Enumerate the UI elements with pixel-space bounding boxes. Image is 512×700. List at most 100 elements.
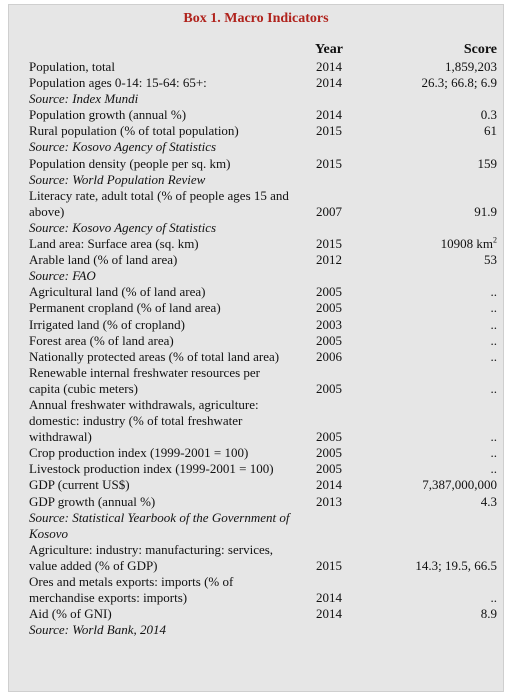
indicator-label: Population growth (annual %) xyxy=(29,107,187,123)
score-text: 4.3 xyxy=(480,493,497,509)
year-value: 2005 xyxy=(316,380,342,396)
score-value: .. xyxy=(491,381,498,397)
score-value: 8.9 xyxy=(481,606,497,622)
year-value: 2005 xyxy=(316,332,342,348)
score-superscript: 2 xyxy=(493,235,497,245)
score-text: 1,859,203 xyxy=(445,59,497,74)
source-citation: Source: Index Mundi xyxy=(29,91,139,107)
year-value: 2014 xyxy=(316,59,342,74)
score-value: .. xyxy=(491,590,498,606)
indicator-row: Population, total 2014 1,859,203 xyxy=(9,59,503,75)
indicator-label: Permanent cropland (% of land area) xyxy=(29,300,221,316)
year-value: 2015 xyxy=(316,557,342,573)
score-value: 26.3; 66.8; 6.9 xyxy=(422,75,497,91)
indicator-label: Population, total xyxy=(29,59,115,74)
source-citation: Source: Statistical Yearbook of the Gove… xyxy=(29,509,290,541)
source-row: Source: Statistical Yearbook of the Gove… xyxy=(9,510,503,542)
score-value: 91.9 xyxy=(474,204,497,220)
indicator-row: Forest area (% of land area) 2005.. xyxy=(9,333,503,349)
year-value: 2007 xyxy=(316,203,342,219)
score-text: .. xyxy=(490,590,498,606)
indicator-label: Population density (people per sq. km) xyxy=(29,155,231,171)
score-text: .. xyxy=(490,461,498,477)
indicator-label: Arable land (% of land area) xyxy=(29,252,178,268)
year-value: 2005 xyxy=(316,284,342,300)
source-citation: Source: World Population Review xyxy=(29,171,206,187)
score-text: 159 xyxy=(477,155,498,171)
indicator-label: Crop production index (1999-2001 = 100) xyxy=(29,445,249,461)
score-value: 4.3 xyxy=(481,494,497,510)
score-column-header: Score xyxy=(463,42,497,57)
year-value: 2005 xyxy=(316,461,342,477)
indicator-label: GDP (current US$) xyxy=(29,477,130,493)
indicator-row: Ores and metals exports: imports (% of m… xyxy=(9,574,503,606)
year-value: 2014 xyxy=(316,75,342,91)
year-value: 2013 xyxy=(316,493,342,509)
score-text: .. xyxy=(490,300,498,316)
indicator-row: Population ages 0-14: 15-64: 65+: 2014 26.… xyxy=(9,75,503,91)
year-value: 2012 xyxy=(316,252,342,268)
indicator-row: Agriculture: industry: manufacturing: se… xyxy=(9,542,503,574)
indicator-label: GDP growth (annual %) xyxy=(29,493,156,509)
score-value: .. xyxy=(491,349,498,365)
indicator-label: Forest area (% of land area) xyxy=(29,332,174,348)
score-text: 8.9 xyxy=(480,606,497,622)
indicator-row: Rural population (% of total population)… xyxy=(9,123,503,139)
indicator-row: Agricultural land (% of land area) 2005.. xyxy=(9,284,503,300)
year-value: 2015 xyxy=(316,123,342,139)
score-text: 61 xyxy=(484,123,497,139)
score-value: 61 xyxy=(484,123,497,139)
year-value: 2006 xyxy=(316,348,342,364)
score-value: .. xyxy=(491,333,498,349)
source-row: Source: Kosovo Agency of Statistics xyxy=(9,139,503,155)
score-value: .. xyxy=(491,429,498,445)
macro-indicators-box: Box 1. Macro Indicators Year Score Popul… xyxy=(8,4,504,692)
year-value: 2005 xyxy=(316,300,342,316)
indicator-label: Renewable internal freshwater resources … xyxy=(29,364,260,396)
score-value: .. xyxy=(491,461,498,477)
source-citation: Source: Kosovo Agency of Statistics xyxy=(29,139,217,155)
score-text: 53 xyxy=(484,252,497,268)
score-value: .. xyxy=(491,445,498,461)
score-value: 7,387,000,000 xyxy=(422,477,497,493)
indicator-label: Agricultural land (% of land area) xyxy=(29,284,206,300)
score-text: 0.3 xyxy=(480,107,497,123)
indicator-row: Population density (people per sq. km) 20… xyxy=(9,156,503,172)
indicator-rows: Population, total 2014 1,859,203 Population… xyxy=(9,59,503,638)
score-value: 159 xyxy=(478,156,498,172)
score-value: .. xyxy=(491,300,498,316)
source-row: Source: Index Mundi xyxy=(9,91,503,107)
year-value: 2014 xyxy=(316,477,342,493)
score-text: 26.3; 66.8; 6.9 xyxy=(421,75,497,91)
indicator-row: Renewable internal freshwater resources … xyxy=(9,365,503,397)
indicator-label: Literacy rate, adult total (% of people … xyxy=(29,187,289,219)
score-text: 7,387,000,000 xyxy=(422,477,497,493)
source-row: Source: World Bank, 2014 xyxy=(9,622,503,638)
indicator-label: Rural population (% of total population) xyxy=(29,123,239,139)
indicator-row: Arable land (% of land area) 2012 53 xyxy=(9,252,503,268)
score-value: 10908 km2 xyxy=(441,236,497,252)
year-column-header: Year xyxy=(315,42,343,57)
indicator-row: Irrigated land (% of cropland) 2003.. xyxy=(9,317,503,333)
indicator-row: Annual freshwater withdrawals, agricultu… xyxy=(9,397,503,445)
source-row: Source: World Population Review xyxy=(9,172,503,188)
indicator-row: Nationally protected areas (% of total l… xyxy=(9,349,503,365)
indicator-label: Population ages 0-14: 15-64: 65+: xyxy=(29,75,207,91)
indicator-row: Aid (% of GNI) 2014 8.9 xyxy=(9,606,503,622)
year-value: 2014 xyxy=(316,606,342,622)
source-row: Source: FAO xyxy=(9,268,503,284)
score-text: .. xyxy=(490,445,498,461)
indicator-label: Irrigated land (% of cropland) xyxy=(29,316,185,332)
score-text: 14.3; 19.5, 66.5 xyxy=(415,557,497,573)
source-citation: Source: FAO xyxy=(29,268,96,284)
score-value: 53 xyxy=(484,252,497,268)
indicator-label: Aid (% of GNI) xyxy=(29,606,112,622)
indicator-label: Ores and metals exports: imports (% of m… xyxy=(29,574,234,606)
score-text: .. xyxy=(490,348,498,364)
indicator-row: Crop production index (1999-2001 = 100) 2… xyxy=(9,445,503,461)
indicator-label: Nationally protected areas (% of total l… xyxy=(29,348,280,364)
indicator-label: Land area: Surface area (sq. km) xyxy=(29,236,199,252)
score-text: 10908 km xyxy=(440,236,493,252)
score-value: 1,859,203 xyxy=(445,59,497,75)
indicator-label: Agriculture: industry: manufacturing: se… xyxy=(29,541,274,573)
